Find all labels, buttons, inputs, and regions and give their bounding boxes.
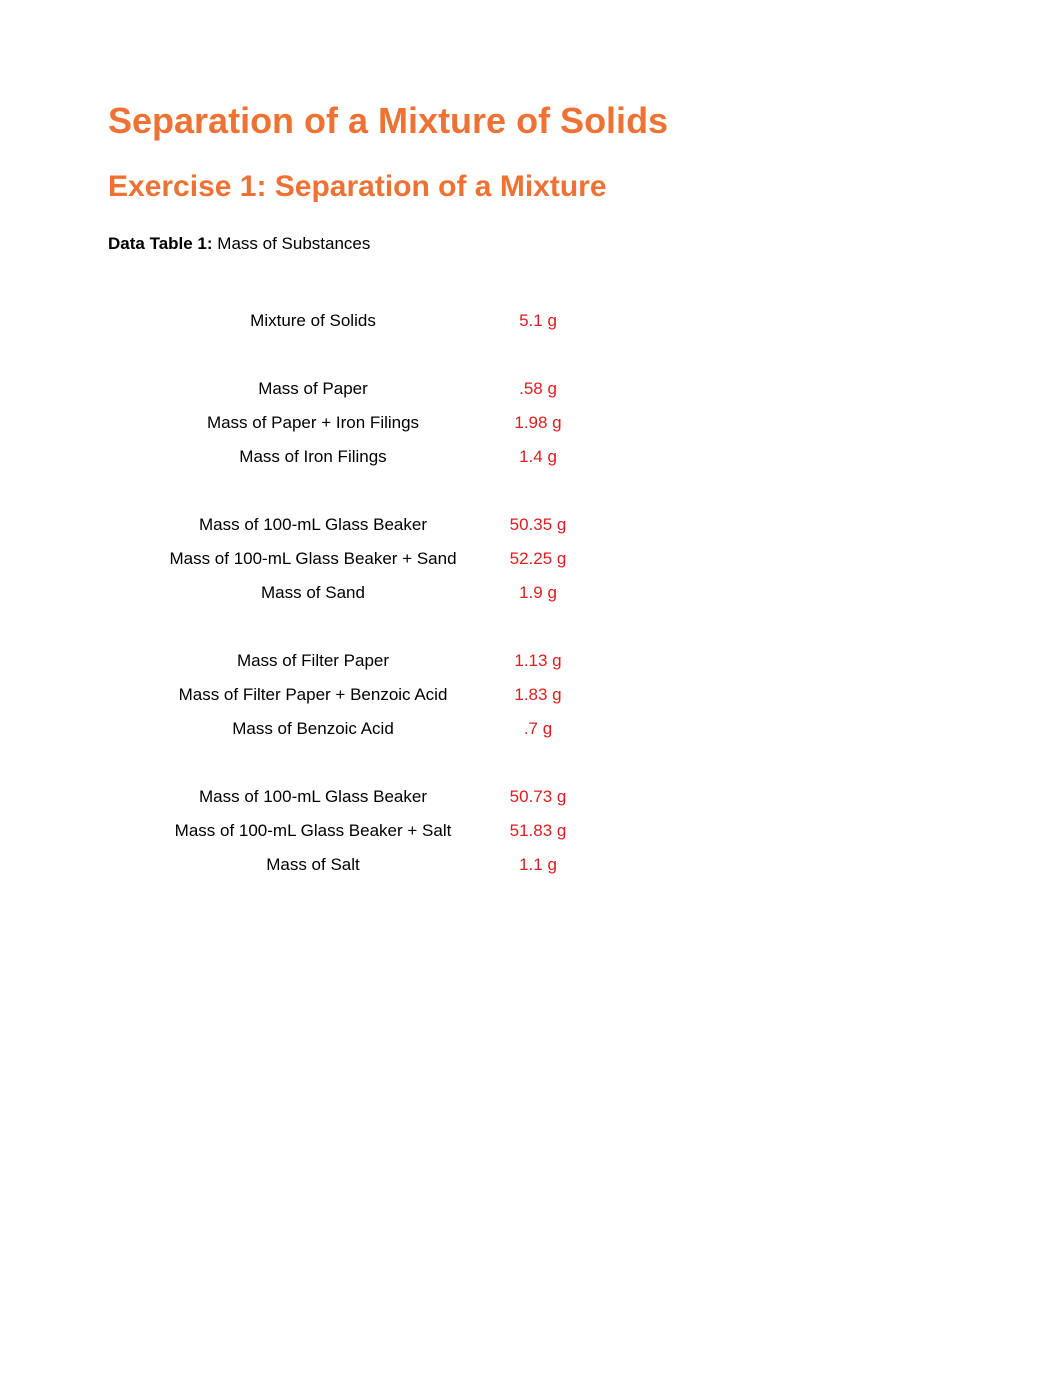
group-spacer bbox=[148, 746, 668, 780]
table-row: Mass of Paper.58 g bbox=[148, 372, 668, 406]
row-label: Mass of Sand bbox=[148, 583, 478, 603]
table-row: Mass of Sand1.9 g bbox=[148, 576, 668, 610]
row-value: .58 g bbox=[478, 379, 598, 399]
table-row: Mass of 100-mL Glass Beaker50.73 g bbox=[148, 780, 668, 814]
table-row: Mass of Filter Paper1.13 g bbox=[148, 644, 668, 678]
row-label: Mixture of Solids bbox=[148, 311, 478, 331]
row-value: 1.13 g bbox=[478, 651, 598, 671]
mass-data-table: Mixture of Solids5.1 g Mass of Paper.58 g… bbox=[148, 304, 668, 882]
row-label: Mass of Paper + Iron Filings bbox=[148, 413, 478, 433]
row-label: Mass of Salt bbox=[148, 855, 478, 875]
table-caption: Data Table 1: Mass of Substances bbox=[108, 234, 962, 254]
document-title: Separation of a Mixture of Solids bbox=[108, 100, 962, 142]
row-label: Mass of Filter Paper bbox=[148, 651, 478, 671]
group-spacer bbox=[148, 474, 668, 508]
row-label: Mass of Paper bbox=[148, 379, 478, 399]
row-label: Mass of 100-mL Glass Beaker + Salt bbox=[148, 821, 478, 841]
table-caption-description: Mass of Substances bbox=[213, 234, 371, 253]
group-spacer bbox=[148, 338, 668, 372]
row-value: 1.98 g bbox=[478, 413, 598, 433]
row-label: Mass of 100-mL Glass Beaker bbox=[148, 515, 478, 535]
row-value: 1.9 g bbox=[478, 583, 598, 603]
table-row: Mass of Iron Filings1.4 g bbox=[148, 440, 668, 474]
row-value: 51.83 g bbox=[478, 821, 598, 841]
table-row: Mass of 100-mL Glass Beaker50.35 g bbox=[148, 508, 668, 542]
table-row: Mass of Paper + Iron Filings1.98 g bbox=[148, 406, 668, 440]
exercise-title: Exercise 1: Separation of a Mixture bbox=[108, 170, 962, 204]
table-row: Mass of 100-mL Glass Beaker + Sand52.25 … bbox=[148, 542, 668, 576]
row-label: Mass of Iron Filings bbox=[148, 447, 478, 467]
row-label: Mass of 100-mL Glass Beaker + Sand bbox=[148, 549, 478, 569]
table-row: Mass of 100-mL Glass Beaker + Salt51.83 … bbox=[148, 814, 668, 848]
table-row: Mass of Benzoic Acid.7 g bbox=[148, 712, 668, 746]
row-label: Mass of 100-mL Glass Beaker bbox=[148, 787, 478, 807]
table-row: Mixture of Solids5.1 g bbox=[148, 304, 668, 338]
row-value: 1.1 g bbox=[478, 855, 598, 875]
row-value: 52.25 g bbox=[478, 549, 598, 569]
row-value: 50.35 g bbox=[478, 515, 598, 535]
group-spacer bbox=[148, 610, 668, 644]
table-caption-label: Data Table 1: bbox=[108, 234, 213, 253]
row-value: 1.83 g bbox=[478, 685, 598, 705]
row-value: 5.1 g bbox=[478, 311, 598, 331]
row-label: Mass of Filter Paper + Benzoic Acid bbox=[148, 685, 478, 705]
row-value: .7 g bbox=[478, 719, 598, 739]
row-value: 1.4 g bbox=[478, 447, 598, 467]
table-row: Mass of Filter Paper + Benzoic Acid1.83 … bbox=[148, 678, 668, 712]
table-row: Mass of Salt1.1 g bbox=[148, 848, 668, 882]
row-label: Mass of Benzoic Acid bbox=[148, 719, 478, 739]
row-value: 50.73 g bbox=[478, 787, 598, 807]
